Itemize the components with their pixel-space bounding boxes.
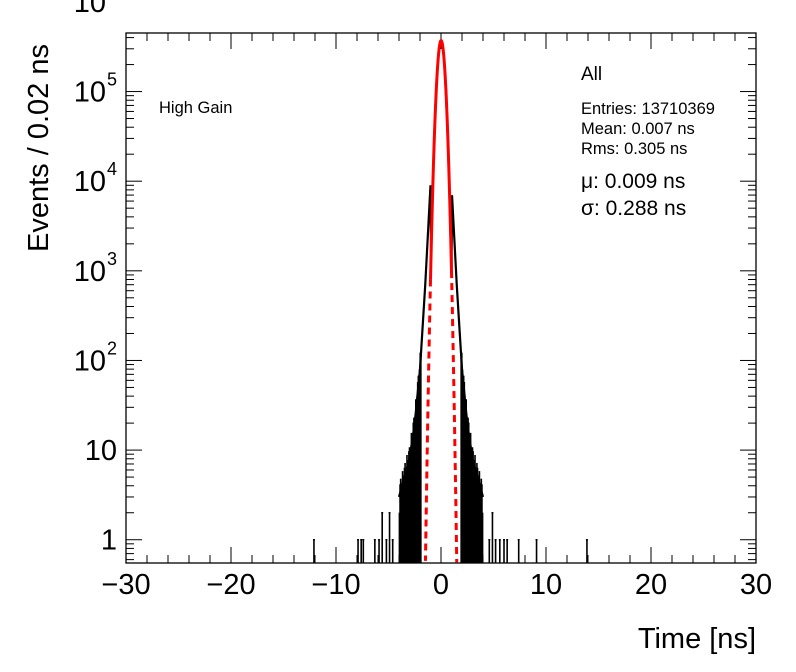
fit-curve-core bbox=[429, 39, 453, 280]
fit-curve-left-wing bbox=[423, 279, 432, 561]
x-tick-label: 10 bbox=[530, 569, 562, 601]
y-tick-exponent: 3 bbox=[107, 249, 117, 269]
plot-frame bbox=[125, 32, 757, 564]
high-gain-label: High Gain bbox=[159, 99, 232, 117]
x-tick-label: −10 bbox=[311, 569, 360, 601]
histogram-layer bbox=[312, 38, 588, 563]
x-tick-labels: −30 −20 −10 0 10 20 30 bbox=[101, 569, 772, 601]
stats-mean: Mean: 0.007 ns bbox=[581, 120, 695, 138]
y-axis-label: Events / 0.02 ns bbox=[23, 44, 55, 252]
x-tick-label: 30 bbox=[740, 569, 772, 601]
x-tick-label: 0 bbox=[433, 569, 449, 601]
stats-rms: Rms: 0.305 ns bbox=[581, 140, 687, 158]
y-tick-label: 10 bbox=[74, 77, 106, 109]
fit-curve-right-wing bbox=[450, 271, 459, 563]
y-tick-exponent: 4 bbox=[107, 159, 117, 179]
stats-title: All bbox=[581, 64, 602, 85]
y-tick-exponent: 5 bbox=[107, 70, 117, 90]
y-tick-labels: 110102103104105106 bbox=[74, 0, 117, 557]
fit-mu: μ: 0.009 ns bbox=[581, 170, 685, 193]
y-tick-label: 1 bbox=[101, 525, 117, 557]
y-tick-label: 10 bbox=[85, 435, 117, 467]
y-tick-label: 10 bbox=[74, 166, 106, 198]
x-tick-label: 20 bbox=[635, 569, 667, 601]
x-tick-label: −20 bbox=[206, 569, 255, 601]
y-tick-label: 10 bbox=[74, 256, 106, 288]
x-axis-label: Time [ns] bbox=[638, 623, 756, 655]
x-tick-label: −30 bbox=[101, 569, 150, 601]
histogram-line bbox=[397, 38, 485, 498]
stats-entries: Entries: 13710369 bbox=[581, 100, 715, 118]
gaussian-fit-layer bbox=[423, 39, 459, 563]
y-tick-exponent: 2 bbox=[107, 338, 117, 358]
y-tick-label: 10 bbox=[74, 345, 106, 377]
axis-ticks bbox=[125, 33, 757, 563]
fit-sigma: σ: 0.288 ns bbox=[581, 197, 686, 220]
y-tick-label: 10 bbox=[74, 0, 106, 19]
